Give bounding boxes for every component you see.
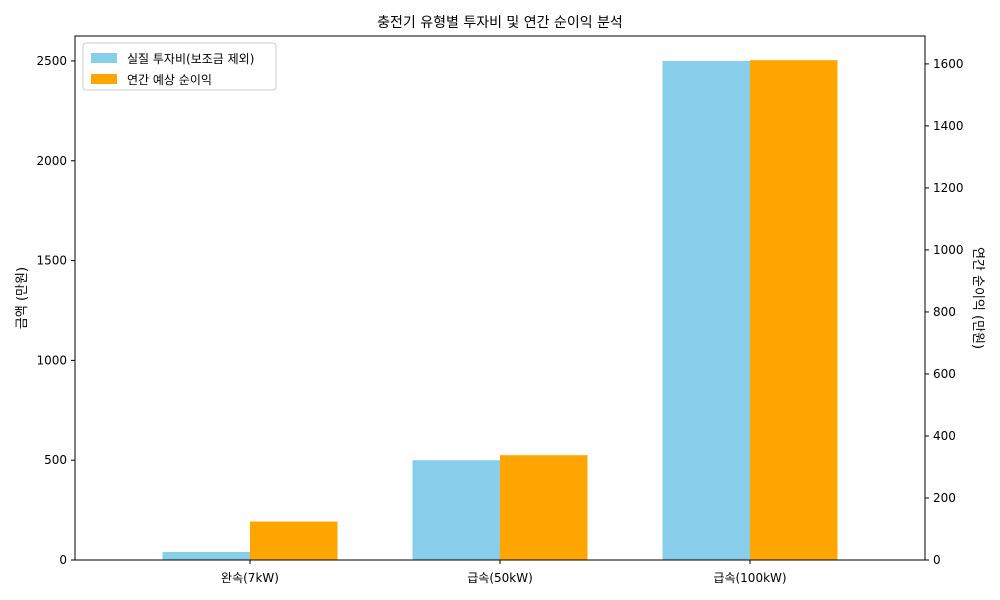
y-right-tick-label: 1400 (933, 119, 964, 133)
x-tick-label: 완속(7kW) (221, 571, 279, 585)
y-left-tick-label: 1500 (36, 254, 67, 268)
y-right-tick-label: 1000 (933, 243, 964, 257)
y-right-tick-label: 400 (933, 429, 956, 443)
y-axis-right-title: 연간 순이익 (만원) (970, 247, 985, 349)
legend-label: 연간 예상 순이익 (127, 73, 212, 87)
y-left-tick-label: 2500 (36, 54, 67, 68)
legend-frame (82, 42, 277, 91)
bar-profit-3 (750, 60, 838, 560)
y-right-tick-label: 200 (933, 491, 956, 505)
y-right-tick-label: 1600 (933, 57, 964, 71)
bar-profit-1 (250, 521, 338, 560)
y-left-tick-label: 0 (59, 553, 67, 567)
x-tick-label: 급속(50kW) (467, 571, 533, 585)
y-right-tick-label: 800 (933, 305, 956, 319)
legend-swatch (91, 74, 117, 84)
bar-profit-2 (500, 455, 588, 560)
bar-investment-1 (162, 552, 250, 560)
y-axis-left-title: 금액 (만원) (15, 267, 30, 329)
y-left-tick-label: 500 (44, 453, 67, 467)
y-right-tick-label: 0 (933, 553, 941, 567)
legend-swatch (91, 53, 117, 63)
y-left-tick-label: 2000 (36, 154, 67, 168)
y-right-tick-label: 600 (933, 367, 956, 381)
legend: 실질 투자비(보조금 제외) 연간 예상 순이익 (82, 42, 277, 91)
y-right-tick-label: 1200 (933, 181, 964, 195)
x-tick-label: 급속(100kW) (713, 571, 786, 585)
legend-label: 실질 투자비(보조금 제외) (127, 52, 254, 66)
bar-investment-3 (662, 60, 750, 560)
y-left-tick-label: 1000 (36, 353, 67, 367)
chart-title: 충전기 유형별 투자비 및 연간 순이익 분석 (377, 15, 623, 31)
bar-investment-2 (412, 460, 500, 560)
